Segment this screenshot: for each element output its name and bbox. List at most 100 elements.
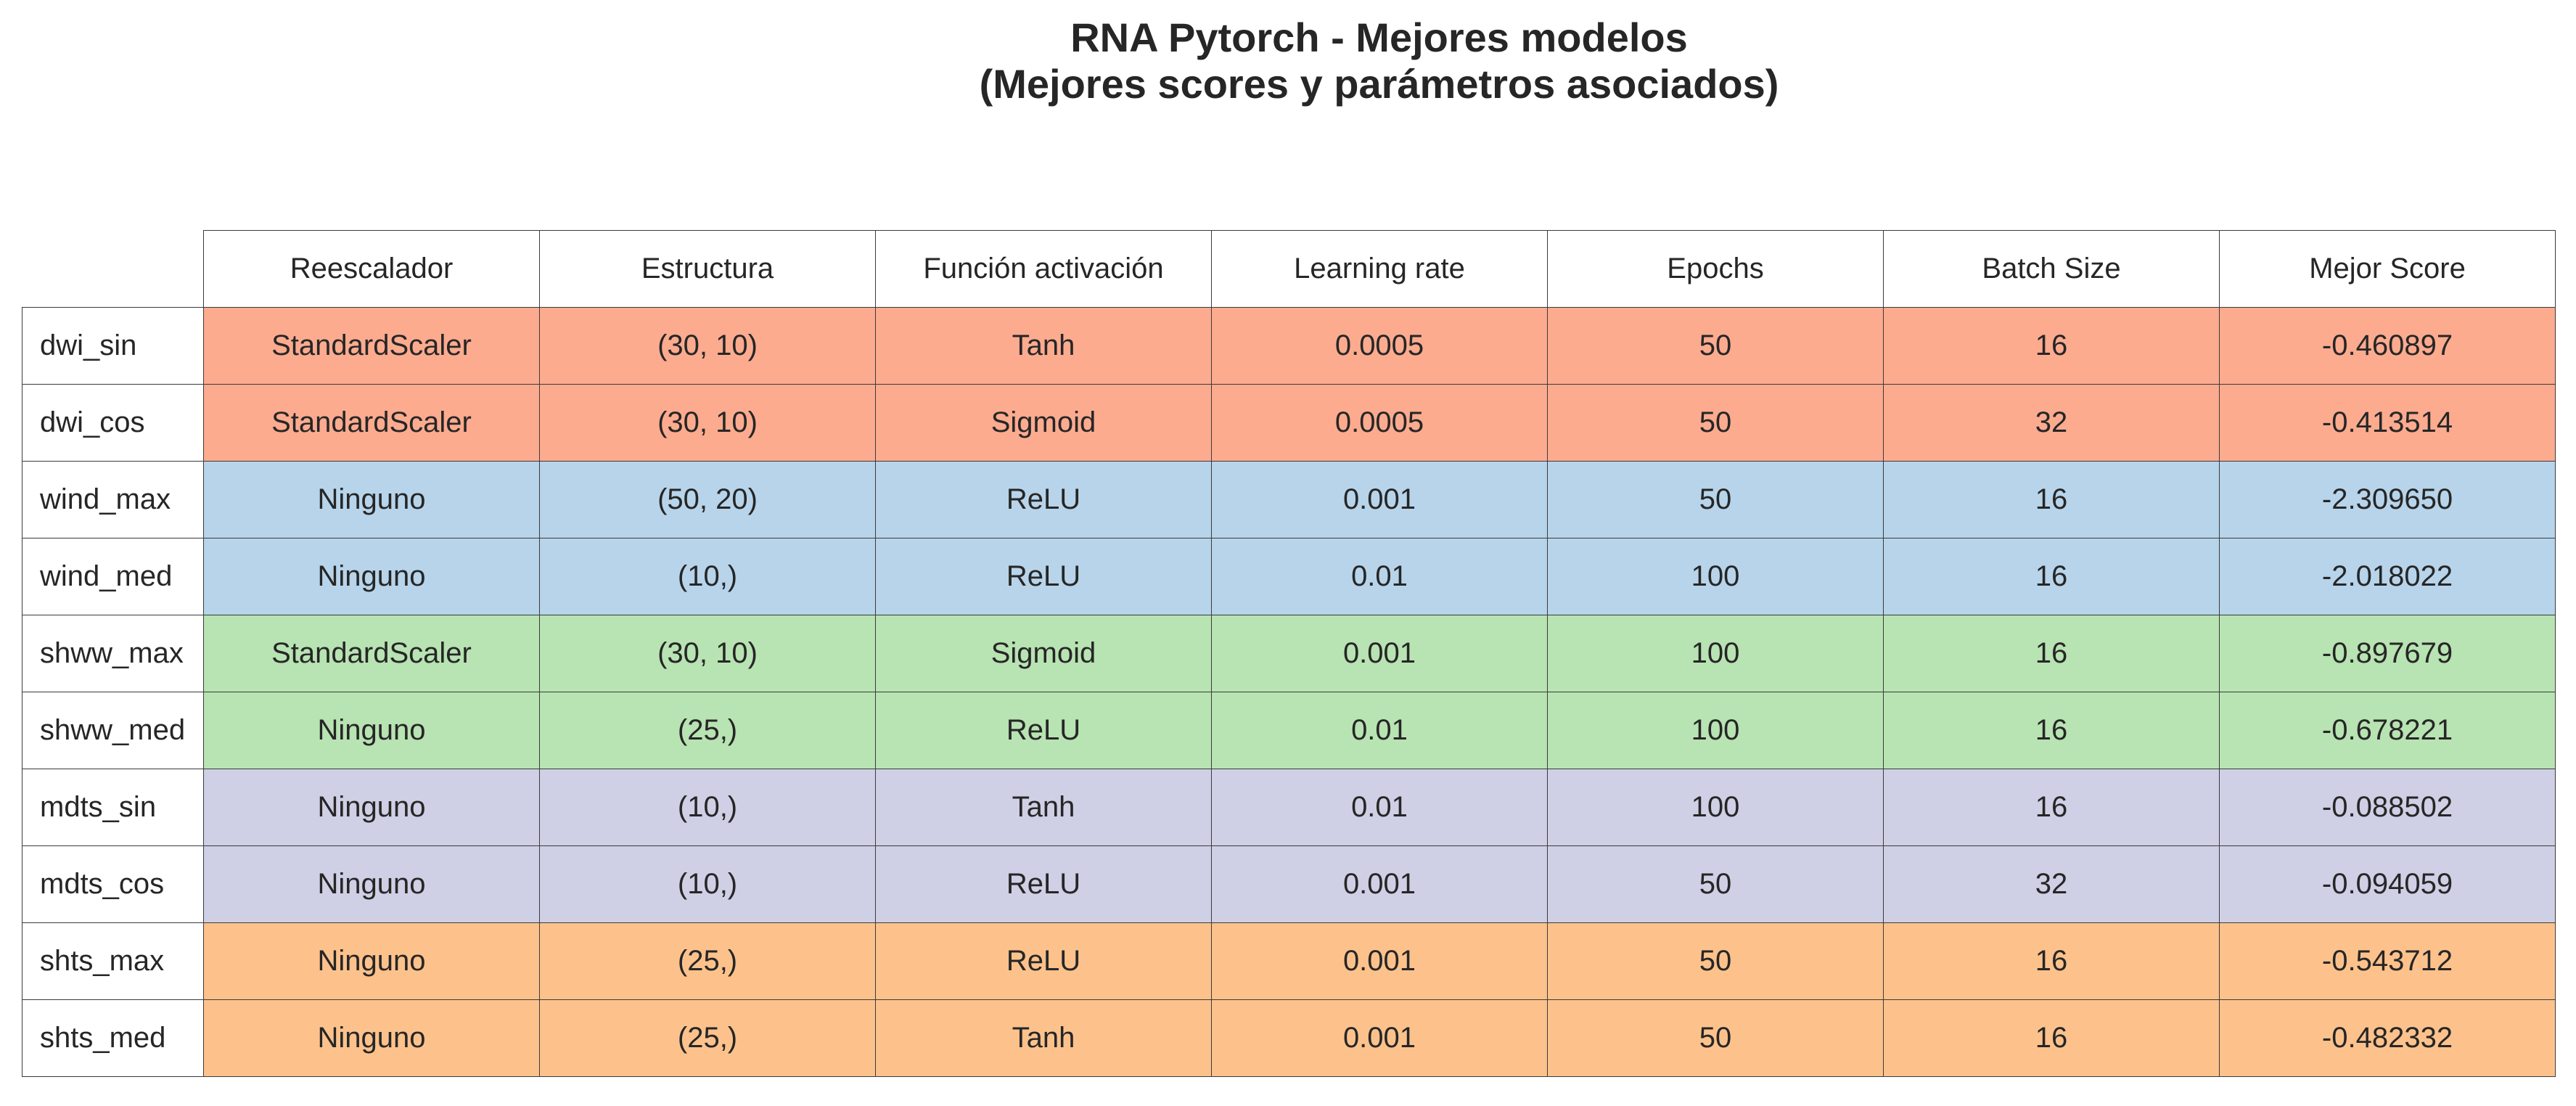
table-cell: (10,) [539,845,876,923]
table-cell: -0.088502 [2219,769,2556,846]
table-cell: 16 [1883,999,2220,1077]
row-label: mdts_sin [22,769,204,846]
table-cell: Tanh [875,769,1212,846]
table-cell: -0.482332 [2219,999,2556,1077]
table-cell: StandardScaler [203,384,540,462]
table-cell: -0.094059 [2219,845,2556,923]
results-table: Reescalador Estructura Función activación L… [22,230,2556,1077]
row-label: shww_max [22,615,204,692]
table-cell: (10,) [539,538,876,615]
table-cell: 32 [1883,384,2220,462]
table-cell: Sigmoid [875,615,1212,692]
table-cell: Ninguno [203,999,540,1077]
header-row: Reescalador Estructura Función activación L… [22,230,2556,308]
table-cell: 50 [1547,461,1884,538]
table-cell: 0.01 [1211,692,1548,769]
table-row: wind_max Ninguno (50, 20) ReLU 0.001 50 16 -2.3… [22,461,2556,538]
table-cell: 0.01 [1211,769,1548,846]
table-cell: 50 [1547,384,1884,462]
table-cell: -2.018022 [2219,538,2556,615]
table-cell: 16 [1883,769,2220,846]
row-label: shts_max [22,922,204,1000]
row-label: wind_max [22,461,204,538]
row-label: shww_med [22,692,204,769]
table-cell: ReLU [875,922,1212,1000]
table-cell: 0.001 [1211,999,1548,1077]
corner-cell [22,231,204,308]
row-label: shts_med [22,999,204,1077]
column-header: Batch Size [1883,230,2220,308]
table-cell: (30, 10) [539,384,876,462]
table-cell: ReLU [875,692,1212,769]
table-cell: 0.01 [1211,538,1548,615]
column-header: Estructura [539,230,876,308]
table-cell: 0.0005 [1211,307,1548,385]
table-cell: 0.001 [1211,461,1548,538]
table-cell: Sigmoid [875,384,1212,462]
table-cell: 16 [1883,922,2220,1000]
table-row: shts_med Ninguno (25,) Tanh 0.001 50 16 -0.4823… [22,999,2556,1077]
table-cell: -2.309650 [2219,461,2556,538]
row-label: dwi_sin [22,307,204,385]
table-cell: 50 [1547,999,1884,1077]
table-cell: StandardScaler [203,307,540,385]
table-row: dwi_sin StandardScaler (30, 10) Tanh 0.0005 5… [22,307,2556,385]
table-cell: 16 [1883,538,2220,615]
table-cell: Ninguno [203,538,540,615]
table-cell: 100 [1547,538,1884,615]
table-cell: Ninguno [203,692,540,769]
table-cell: -0.460897 [2219,307,2556,385]
column-header: Epochs [1547,230,1884,308]
table-cell: 32 [1883,845,2220,923]
table-cell: StandardScaler [203,615,540,692]
table-cell: Ninguno [203,845,540,923]
table-row: mdts_cos Ninguno (10,) ReLU 0.001 50 32 -0.0940… [22,845,2556,923]
table-cell: ReLU [875,461,1212,538]
table-cell: ReLU [875,538,1212,615]
table-cell: (25,) [539,692,876,769]
table-cell: Tanh [875,307,1212,385]
table-cell: 100 [1547,692,1884,769]
column-header: Mejor Score [2219,230,2556,308]
table-cell: 16 [1883,615,2220,692]
table-row: shww_med Ninguno (25,) ReLU 0.01 100 16 -0.6782… [22,692,2556,769]
table-cell: -0.678221 [2219,692,2556,769]
table-cell: (25,) [539,922,876,1000]
table-body: dwi_sin StandardScaler (30, 10) Tanh 0.0005 5… [22,307,2556,1077]
table-cell: 50 [1547,307,1884,385]
table-row: shww_max StandardScaler (30, 10) Sigmoid 0.0… [22,615,2556,692]
table-cell: Tanh [875,999,1212,1077]
table-row: shts_max Ninguno (25,) ReLU 0.001 50 16 -0.5437… [22,922,2556,1000]
table-cell: 100 [1547,615,1884,692]
column-header: Reescalador [203,230,540,308]
table-cell: (10,) [539,769,876,846]
table-cell: -0.413514 [2219,384,2556,462]
table-cell: (30, 10) [539,615,876,692]
row-label: mdts_cos [22,845,204,923]
chart-title: RNA Pytorch - Mejores modelos [1070,15,1688,60]
table-cell: 16 [1883,307,2220,385]
table-cell: 50 [1547,922,1884,1000]
table-cell: Ninguno [203,769,540,846]
table-cell: -0.897679 [2219,615,2556,692]
row-label: dwi_cos [22,384,204,462]
table-cell: (25,) [539,999,876,1077]
table-row: wind_med Ninguno (10,) ReLU 0.01 100 16 -2.0180… [22,538,2556,615]
table-cell: 50 [1547,845,1884,923]
table-cell: (50, 20) [539,461,876,538]
column-header: Learning rate [1211,230,1548,308]
table-cell: Ninguno [203,922,540,1000]
table-row: mdts_sin Ninguno (10,) Tanh 0.01 100 16 -0.0885… [22,769,2556,846]
table-cell: -0.543712 [2219,922,2556,1000]
table-cell: 0.001 [1211,615,1548,692]
table-cell: Ninguno [203,461,540,538]
table-cell: (30, 10) [539,307,876,385]
table-cell: 0.0005 [1211,384,1548,462]
column-header: Función activación [875,230,1212,308]
table-row: dwi_cos StandardScaler (30, 10) Sigmoid 0.00… [22,384,2556,462]
table-cell: 0.001 [1211,845,1548,923]
table-cell: 100 [1547,769,1884,846]
table-cell: 16 [1883,461,2220,538]
table-cell: ReLU [875,845,1212,923]
